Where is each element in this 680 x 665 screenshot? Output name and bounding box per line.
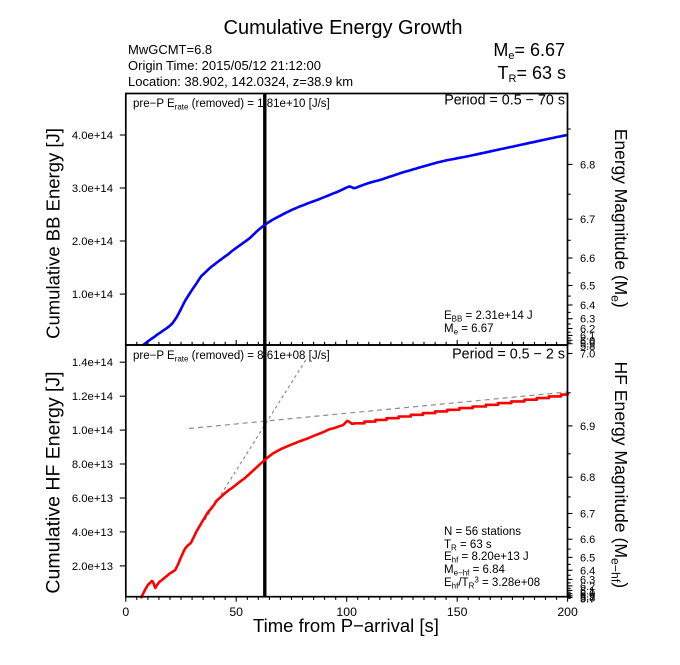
svg-text:TR= 63 s: TR= 63 s (498, 63, 567, 85)
svg-text:1.0e+14: 1.0e+14 (72, 289, 113, 301)
svg-text:6.2: 6.2 (580, 581, 595, 593)
svg-text:Me = 6.67: Me = 6.67 (444, 323, 494, 337)
svg-text:EBB = 2.31e+14 J: EBB = 2.31e+14 J (444, 310, 533, 324)
svg-text:Cumulative Energy Growth: Cumulative Energy Growth (224, 17, 463, 39)
svg-text:6.4: 6.4 (580, 300, 595, 312)
svg-text:2.0e+14: 2.0e+14 (72, 236, 113, 248)
svg-text:7.0: 7.0 (580, 349, 595, 361)
svg-text:6.8: 6.8 (580, 159, 595, 171)
svg-text:Period = 0.5 − 2 s: Period = 0.5 − 2 s (452, 347, 565, 363)
svg-text:3.0e+14: 3.0e+14 (72, 183, 113, 195)
svg-text:6.3: 6.3 (580, 314, 595, 326)
svg-text:6.2: 6.2 (580, 324, 595, 336)
svg-text:6.9: 6.9 (580, 421, 595, 433)
svg-text:Cumulative BB Energy [J]: Cumulative BB Energy [J] (42, 128, 63, 339)
svg-text:8.0e+13: 8.0e+13 (72, 459, 113, 471)
svg-text:6.5: 6.5 (580, 281, 595, 293)
svg-text:6.3: 6.3 (580, 574, 595, 586)
svg-text:5.7: 5.7 (580, 594, 595, 606)
svg-text:6.1: 6.1 (580, 330, 595, 342)
svg-text:5.8: 5.8 (580, 341, 595, 353)
svg-text:2.0e+13: 2.0e+13 (72, 561, 113, 573)
svg-text:N = 56 stations: N = 56 stations (444, 526, 521, 538)
svg-text:MwGCMT=6.8: MwGCMT=6.8 (128, 42, 212, 57)
svg-text:TR = 63 s: TR = 63 s (444, 539, 492, 553)
svg-text:Ehf/TR3 = 3.28e+08: Ehf/TR3 = 3.28e+08 (444, 576, 540, 591)
svg-text:Energy Magnitude (Me): Energy Magnitude (Me) (609, 129, 632, 308)
svg-text:Cumulative HF Energy [J]: Cumulative HF Energy [J] (43, 371, 65, 593)
svg-text:HF Energy Magnitude (Me−hf): HF Energy Magnitude (Me−hf) (609, 361, 632, 588)
svg-text:6.7: 6.7 (580, 214, 595, 226)
svg-text:Ehf = 8.20e+13 J: Ehf = 8.20e+13 J (444, 551, 529, 565)
svg-text:pre−P Erate (removed) = 8.61e+: pre−P Erate (removed) = 8.61e+08 [J/s] (133, 350, 330, 364)
svg-text:Origin Time: 2015/05/12 21:12:: Origin Time: 2015/05/12 21:12:00 (128, 58, 321, 73)
svg-text:6.6: 6.6 (580, 534, 595, 546)
svg-text:4.0e+13: 4.0e+13 (72, 527, 113, 539)
svg-text:5.9: 5.9 (580, 591, 595, 603)
svg-text:1.0e+14: 1.0e+14 (72, 425, 113, 437)
svg-text:6.7: 6.7 (580, 509, 595, 521)
svg-text:6.0e+13: 6.0e+13 (72, 493, 113, 505)
svg-text:5.9: 5.9 (580, 339, 595, 351)
svg-text:Me= 6.67: Me= 6.67 (493, 40, 565, 62)
svg-text:0: 0 (122, 605, 129, 619)
svg-text:100: 100 (336, 605, 357, 619)
svg-text:6.6: 6.6 (580, 253, 595, 265)
svg-text:6.1: 6.1 (580, 585, 595, 597)
svg-text:pre−P Erate (removed) = 1.81e+: pre−P Erate (removed) = 1.81e+10 [J/s] (133, 98, 330, 112)
svg-text:1.2e+14: 1.2e+14 (72, 391, 113, 403)
svg-text:4.0e+14: 4.0e+14 (72, 130, 113, 142)
svg-text:1.4e+14: 1.4e+14 (72, 357, 113, 369)
svg-text:150: 150 (447, 605, 468, 619)
svg-text:Period = 0.5 − 70 s: Period = 0.5 − 70 s (444, 93, 565, 109)
svg-text:50: 50 (229, 605, 243, 619)
svg-text:6.0: 6.0 (580, 589, 595, 601)
svg-text:6.0: 6.0 (580, 335, 595, 347)
svg-text:Location: 38.902, 142.0324, z=: Location: 38.902, 142.0324, z=38.9 km (128, 74, 353, 89)
svg-text:200: 200 (557, 605, 578, 619)
svg-text:6.8: 6.8 (580, 472, 595, 484)
svg-text:5.8: 5.8 (580, 593, 595, 605)
svg-text:6.5: 6.5 (580, 552, 595, 564)
svg-text:Time from P−arrival [s]: Time from P−arrival [s] (253, 615, 439, 636)
svg-text:6.4: 6.4 (580, 565, 595, 577)
